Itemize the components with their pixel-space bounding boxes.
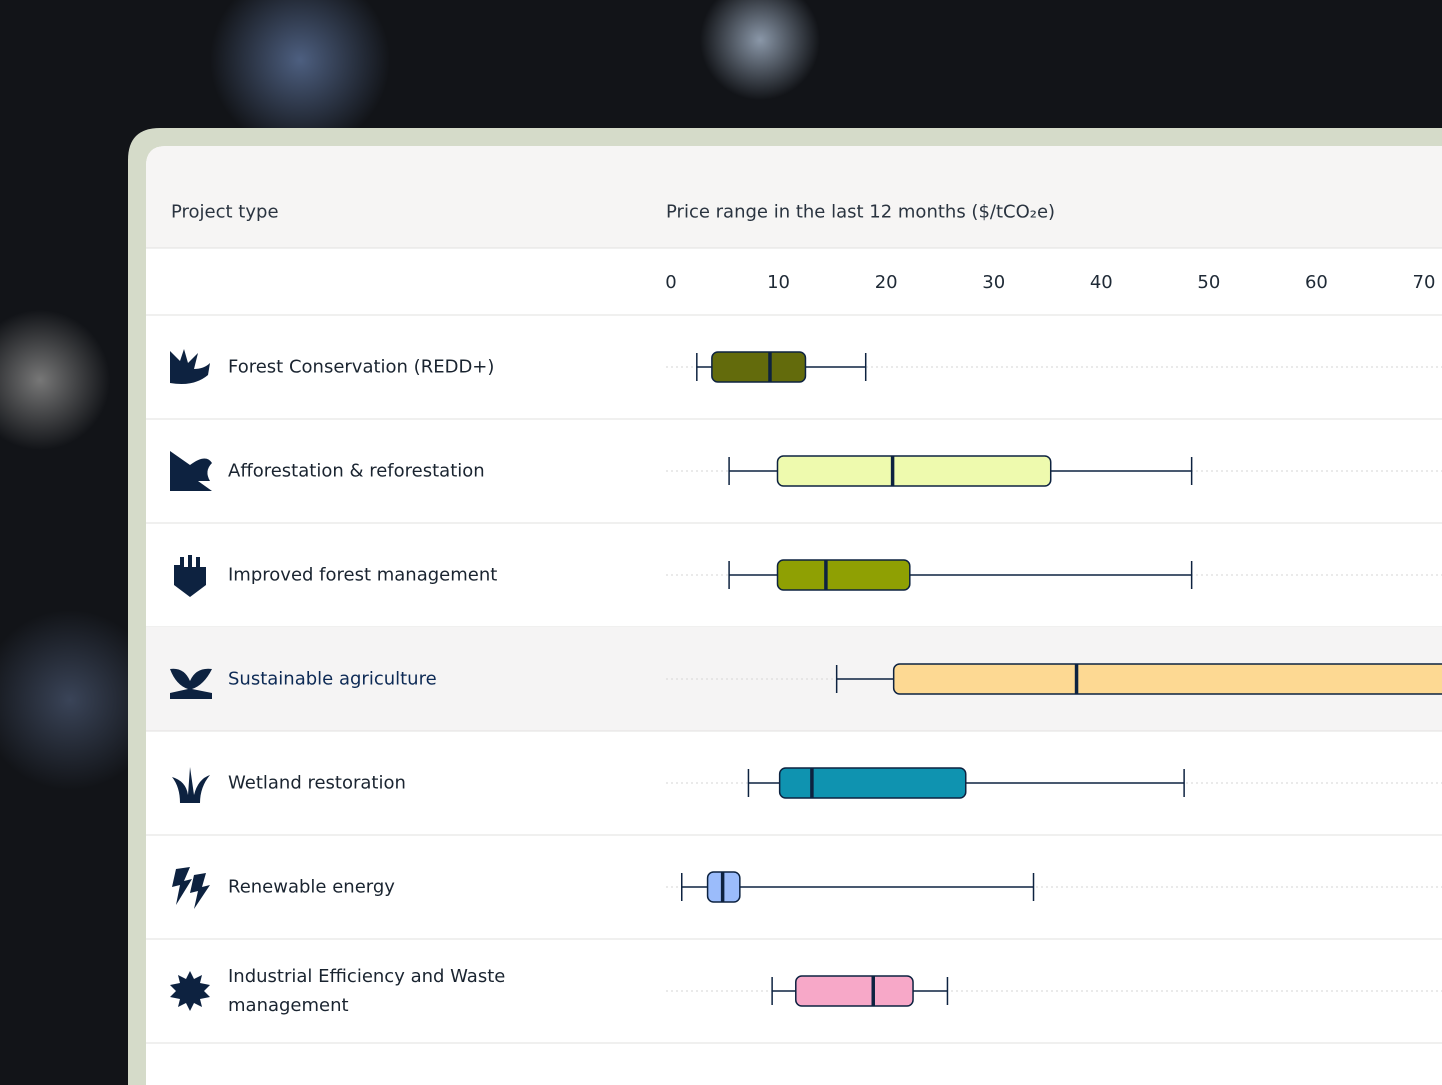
icon-shape [172, 767, 210, 803]
rows: 0 10 20 30 40 50 60 70 [146, 272, 1442, 1044]
icon-shape [170, 971, 210, 1011]
x-tick-label: 40 [1090, 272, 1113, 293]
header-row [146, 146, 1442, 248]
column-header: Price range in the last 12 months ($/tCO… [666, 201, 1056, 223]
project-name: Sustainable agriculture [228, 668, 437, 690]
box [776, 559, 911, 591]
row-icon [170, 971, 210, 1011]
project-name: Industrial Efficiency and Waste manageme… [228, 966, 506, 1016]
icon-shape [170, 451, 212, 491]
project-name: Wetland restoration [228, 772, 406, 794]
x-tick-label: 10 [767, 272, 790, 293]
icon-shape [174, 555, 206, 597]
card [146, 146, 1442, 1085]
x-tick-label: 50 [1197, 272, 1220, 293]
box [778, 767, 967, 799]
x-tick-label: 20 [875, 272, 898, 293]
x-tick-label: 70 [1413, 272, 1436, 293]
row-icon [170, 668, 212, 699]
box [892, 663, 1442, 695]
project-name: Renewable energy [228, 876, 395, 898]
row-icon [172, 867, 210, 909]
row-icon [174, 555, 206, 597]
icon-shape [172, 867, 210, 909]
box [711, 351, 807, 383]
x-tick-label: 0 [665, 272, 676, 293]
row-icon [172, 767, 210, 803]
column-header: Project type [171, 201, 279, 223]
project-name: Forest Conservation (REDD+) [228, 356, 495, 378]
x-tick-label: 60 [1305, 272, 1328, 293]
project-name: Afforestation & reforestation [228, 460, 485, 482]
row-icon [170, 451, 212, 491]
x-tick-label: 30 [982, 272, 1005, 293]
box [795, 975, 914, 1007]
box [776, 455, 1052, 487]
icon-shape [170, 668, 212, 699]
row-icon [170, 349, 210, 384]
icon-shape [170, 349, 210, 384]
project-name: Improved forest management [228, 564, 498, 586]
